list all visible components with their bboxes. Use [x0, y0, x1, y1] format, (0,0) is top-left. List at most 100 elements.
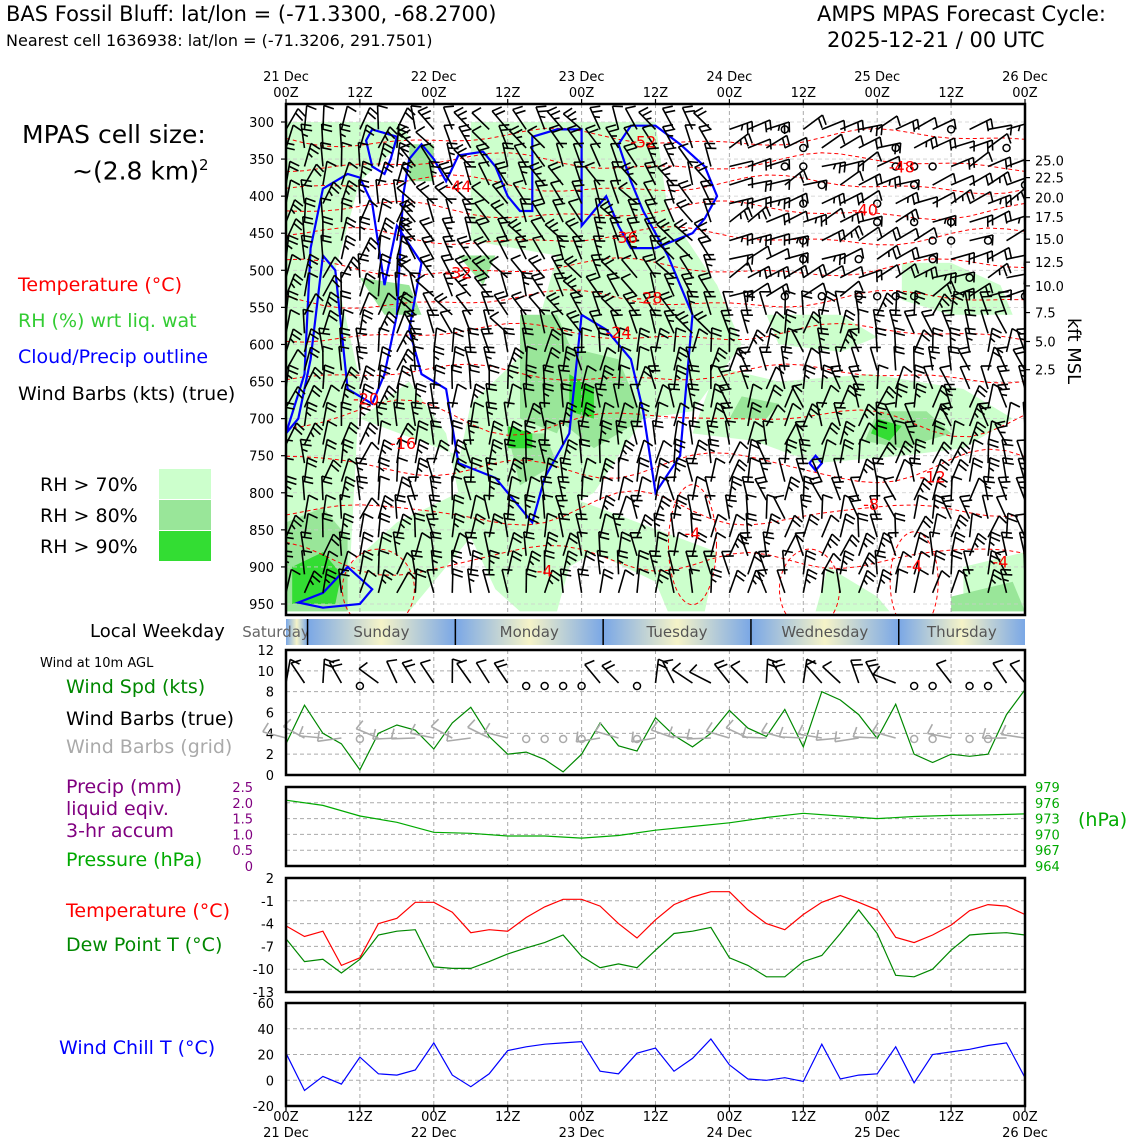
wind-barb: [434, 186, 453, 205]
wind-barb: [802, 263, 824, 279]
wind-barb: [858, 269, 882, 279]
wind-barb: [600, 260, 620, 279]
wind-barb: [622, 294, 638, 316]
wind-barb: [641, 127, 657, 149]
wind-barb: [527, 130, 546, 149]
cloud-outline-2: [294, 565, 374, 609]
wind-barb: [512, 182, 527, 205]
weekday-label: Local Weekday: [90, 621, 225, 642]
wind-barb-flag: [777, 199, 781, 206]
pressure-tick-label: 800: [249, 487, 274, 502]
wind-barb: [839, 513, 847, 538]
wind-barb: [654, 457, 662, 482]
wind-barb-flag: [286, 555, 294, 558]
wind-barb-flag: [380, 364, 391, 370]
wind-barb-flag: [489, 485, 496, 491]
temp-contour--36: [286, 226, 1025, 246]
wind-barb-flag: [976, 389, 986, 398]
wind-barb: [338, 531, 343, 556]
wind-barb-flag: [1020, 536, 1025, 539]
wind-barb: [932, 137, 955, 149]
wind-barb-flag: [876, 419, 888, 425]
wind-barb-flag: [326, 443, 337, 450]
wind-barb: [773, 497, 786, 520]
wind-barb-flag: [945, 319, 952, 323]
wind-barb: [1006, 158, 1025, 168]
wind-barb-flag: [543, 369, 554, 374]
grid-barb: [595, 730, 619, 739]
wind-barb-flag: [339, 332, 351, 337]
wind-barb-flag: [559, 244, 566, 249]
wind-barb-flag: [948, 345, 959, 350]
wind-barb-flag: [364, 383, 375, 390]
wind-barb-flag: [693, 401, 705, 407]
wind-barb: [1015, 477, 1025, 501]
forecast-cycle-title: AMPS MPAS Forecast Cycle:: [817, 2, 1106, 26]
wind-barb-flag: [386, 130, 396, 140]
wind-barb-flag: [507, 218, 518, 226]
pressure-tick-label: 600: [249, 338, 274, 353]
wind-barb-flag: [398, 382, 409, 388]
wind-barb-flag: [838, 162, 842, 174]
wind-barb-flag: [774, 384, 784, 392]
wind-barb-flag: [364, 129, 375, 137]
wind-barb-flag: [688, 295, 699, 298]
wind-barb-flag: [1001, 393, 1008, 397]
day-label-bottom: 25 Dec: [854, 1126, 900, 1140]
wind-barb-flag: [443, 105, 455, 108]
wind-barb-flag: [434, 181, 445, 188]
wind-barb: [765, 404, 779, 427]
wind-barb: [690, 513, 694, 538]
wind-barb-flag: [754, 476, 766, 480]
wind-barb-flag: [997, 364, 1008, 368]
wind-barb-flag: [545, 419, 556, 425]
wind-barb-flag: [915, 387, 927, 394]
wind-barb: [303, 570, 315, 594]
wind-barb: [560, 383, 564, 408]
wind-barb-flag: [528, 560, 535, 566]
wind-barb-flag: [777, 124, 781, 131]
true-barb-flag: [605, 663, 616, 670]
wind-barb-flag: [949, 327, 961, 332]
wind-barb-flag: [572, 295, 584, 299]
wind-barb-flag: [383, 439, 394, 446]
wind-barb-flag: [468, 332, 480, 336]
wind-barb-flag: [860, 266, 865, 278]
wind-barb: [394, 494, 398, 519]
wind-barb-flag: [309, 431, 315, 438]
wind-barb-flag: [306, 406, 317, 413]
temp-label: -44: [445, 177, 471, 196]
wind-barb-flag: [321, 480, 333, 485]
day-label-top: 23 Dec: [559, 70, 605, 85]
wind-barb-flag: [534, 202, 545, 207]
wind-barb-flag: [802, 169, 809, 181]
wind-barb-flag: [639, 457, 650, 463]
wind-barb-flag: [617, 549, 628, 554]
wind-barb: [654, 569, 662, 594]
grid-barb-flag: [981, 727, 987, 739]
wind-barb-flag: [653, 424, 664, 429]
wind-barb-flag: [286, 494, 294, 498]
wind-barb-flag: [657, 536, 668, 542]
wind-barb-flag: [1012, 346, 1024, 351]
wind-barb-flag: [286, 142, 295, 146]
wind-barb-flag: [826, 290, 837, 298]
wind-barb: [377, 142, 385, 167]
wind-barb-flag: [718, 364, 729, 369]
wind-barb-flag: [289, 160, 300, 167]
wind-barb: [686, 291, 694, 315]
wind-barb: [525, 476, 532, 501]
wind-barb: [396, 187, 416, 205]
wind-barb: [950, 569, 960, 594]
wind-barb-flag: [716, 351, 727, 360]
wind-barb: [949, 327, 952, 352]
wind-barb-flag: [447, 282, 454, 285]
wind-barb: [628, 310, 638, 334]
wind-barb-flag: [957, 450, 962, 457]
wind-barb-flag: [403, 291, 414, 299]
wind-barb: [969, 250, 993, 260]
true-barb-flag: [1009, 659, 1021, 665]
wind-barb: [525, 402, 535, 427]
wind-barb-flag: [381, 504, 387, 510]
wind-barb: [453, 148, 472, 168]
